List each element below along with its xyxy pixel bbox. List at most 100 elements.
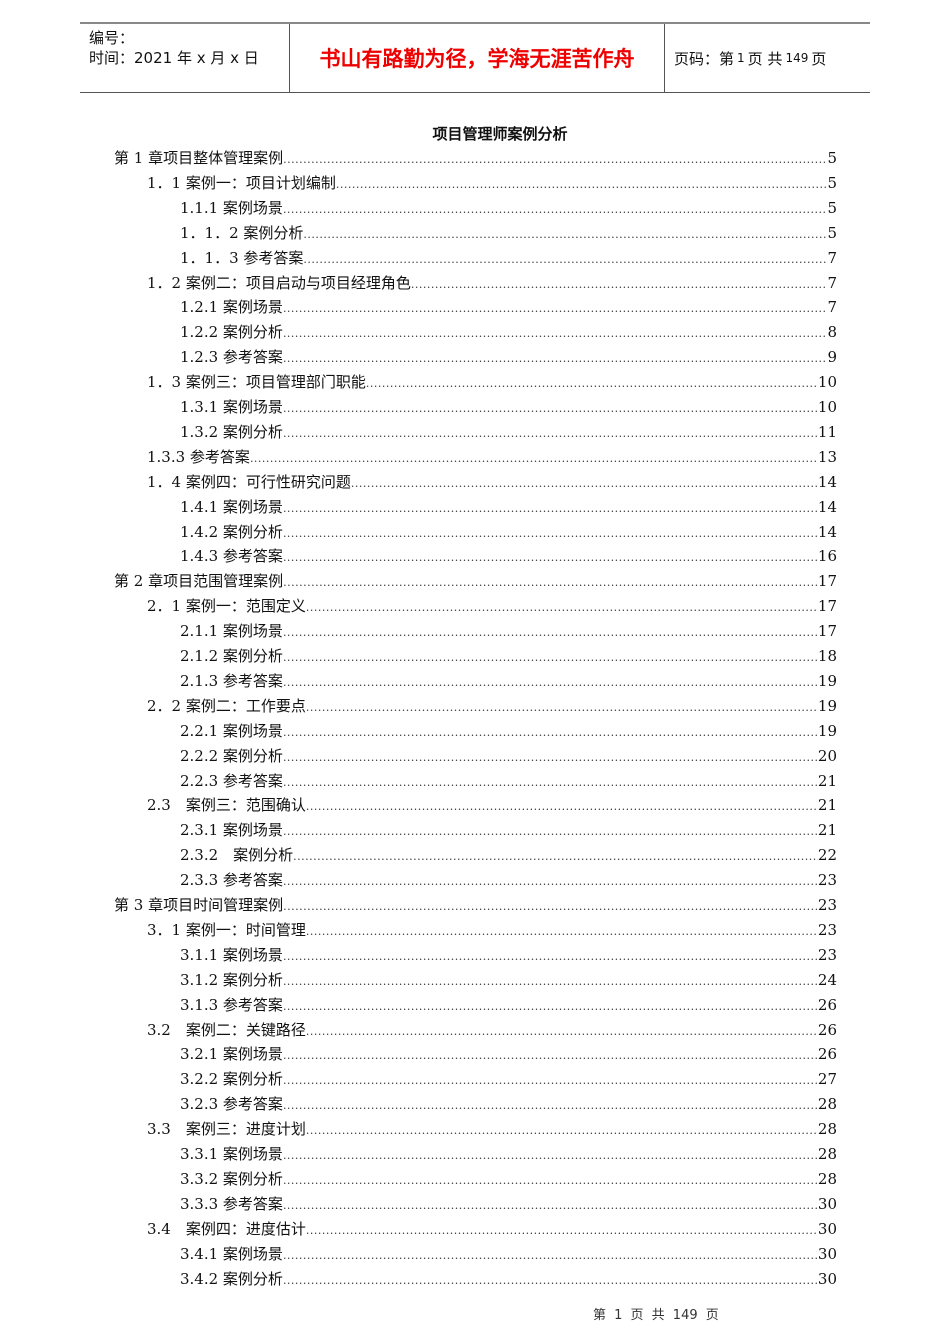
toc-entry-page: 22 — [817, 846, 837, 865]
dot-leader — [283, 1245, 818, 1267]
toc-entry-title: 第 3 章项目时间管理案例 — [114, 896, 284, 914]
dot-leader — [283, 523, 818, 545]
toc-entry[interactable]: 3.1.1 案例场景 23 — [180, 944, 837, 966]
toc-entry[interactable]: 1.4.3 参考答案 16 — [180, 545, 837, 567]
toc-entry[interactable]: 1.1.1 案例场景 5 — [180, 197, 837, 219]
toc-entry[interactable]: 3.2.3 参考答案 28 — [180, 1093, 837, 1115]
toc-entry[interactable]: 3.4 案例四：进度估计 30 — [147, 1218, 837, 1240]
toc-entry[interactable]: 1.2.3 参考答案 9 — [180, 346, 837, 368]
toc-entry[interactable]: 1.2.1 案例场景 7 — [180, 296, 837, 318]
toc-entry[interactable]: 2.3 案例三：范围确认 21 — [147, 794, 837, 816]
toc-entry[interactable]: 3.3.1 案例场景 28 — [180, 1143, 837, 1165]
toc-entry[interactable]: 2.3.1 案例场景 21 — [180, 819, 837, 841]
toc-entry[interactable]: 1.3.2 案例分析 11 — [180, 421, 837, 443]
toc-entry[interactable]: 1．1．2 案例分析 5 — [180, 222, 837, 244]
toc-entry-page: 18 — [817, 647, 837, 665]
page-total: 149 — [785, 51, 809, 65]
toc-entry[interactable]: 2.2.2 案例分析 20 — [180, 745, 837, 767]
toc-entry[interactable]: 2.2.3 参考答案 21 — [180, 770, 837, 792]
toc-entry-title: 3.3.3 参考答案 — [180, 1194, 283, 1213]
dot-leader — [283, 298, 828, 320]
toc-entry-page: 14 — [817, 522, 837, 541]
document-title: 项目管理师案例分析 — [432, 125, 568, 143]
toc-entry-title: 3.2.1 案例场景 — [180, 1045, 283, 1064]
toc-entry[interactable]: 3.1.3 参考答案 26 — [180, 994, 837, 1016]
toc-entry[interactable]: 1.4.2 案例分析 14 — [180, 521, 837, 543]
toc-entry[interactable]: 2.1.1 案例场景 17 — [180, 620, 837, 642]
toc-entry-title: 3.4.1 案例场景 — [180, 1244, 283, 1263]
toc-entry[interactable]: 2．2 案例二：工作要点 19 — [147, 695, 837, 717]
toc-entry[interactable]: 1．3 案例三：项目管理部门职能 10 — [147, 371, 837, 393]
toc-entry-title: 2.2.1 案例场景 — [180, 721, 283, 740]
toc-entry[interactable]: 1.2.2 案例分析 8 — [180, 321, 837, 343]
toc-entry-title: 2.2.3 参考答案 — [180, 771, 283, 790]
toc-entry[interactable]: 3.4.2 案例分析 30 — [180, 1268, 837, 1290]
toc-entry[interactable]: 2．1 案例一：范围定义 17 — [147, 595, 837, 617]
dot-leader — [283, 547, 818, 569]
toc-entry[interactable]: 3．1 案例一：时间管理 23 — [147, 919, 837, 941]
toc-entry[interactable]: 2.1.3 参考答案 19 — [180, 670, 837, 692]
toc-entry[interactable]: 1．1 案例一：项目计划编制 5 — [147, 172, 837, 194]
toc-entry-page: 13 — [817, 447, 837, 466]
toc-entry[interactable]: 1．1．3 参考答案 7 — [180, 247, 837, 269]
toc-entry[interactable]: 第 2 章项目范围管理案例 17 — [114, 570, 837, 592]
toc-entry[interactable]: 1．4 案例四：可行性研究问题 14 — [147, 471, 837, 493]
toc-entry[interactable]: 1.3.3 参考答案 13 — [147, 446, 837, 468]
toc-entry[interactable]: 2.1.2 案例分析 18 — [180, 645, 837, 667]
dot-leader — [283, 199, 828, 221]
toc-entry-title: 3.4.2 案例分析 — [180, 1269, 283, 1288]
toc-entry-page: 19 — [817, 671, 837, 690]
toc-entry-title: 3.2.2 案例分析 — [180, 1070, 283, 1089]
toc-entry-page: 14 — [817, 497, 837, 516]
toc-entry-title: 1.4.1 案例场景 — [180, 497, 283, 516]
toc-entry[interactable]: 3.2.2 案例分析 27 — [180, 1068, 837, 1090]
toc-entry[interactable]: 1.3.1 案例场景 10 — [180, 396, 837, 418]
toc-entry-title: 3.4 案例四：进度估计 — [147, 1219, 306, 1238]
header-motto: 书山有路勤为径，学海无涯苦作舟 — [289, 24, 665, 92]
page-prefix: 页码：第 — [674, 49, 735, 68]
toc-entry-title: 3.3.1 案例场景 — [180, 1145, 283, 1163]
dot-leader — [283, 647, 818, 669]
toc-entry-page: 21 — [817, 771, 837, 790]
toc-entry[interactable]: 3.4.1 案例场景 30 — [180, 1243, 837, 1265]
toc-entry-page: 5 — [827, 198, 837, 217]
dot-leader — [283, 722, 818, 744]
dot-leader — [283, 1070, 818, 1092]
page-current: 1 — [737, 51, 745, 65]
toc-entry-title: 2.3 案例三：范围确认 — [147, 796, 306, 815]
toc-entry-title: 2.1.1 案例场景 — [180, 622, 283, 641]
dot-leader — [283, 672, 818, 694]
toc-entry-page: 14 — [817, 472, 837, 491]
toc-entry-page: 30 — [817, 1219, 837, 1238]
toc-entry[interactable]: 2.2.1 案例场景 19 — [180, 720, 837, 742]
toc-entry-page: 30 — [817, 1269, 837, 1288]
toc-entry[interactable]: 第 3 章项目时间管理案例 23 — [114, 894, 837, 916]
dot-leader — [283, 1095, 818, 1117]
toc-entry[interactable]: 2.3.2 案例分析 22 — [180, 844, 837, 866]
dot-leader — [306, 1220, 818, 1242]
toc-entry[interactable]: 2.3.3 参考答案 23 — [180, 869, 837, 891]
toc-entry-page: 24 — [817, 970, 837, 989]
dot-leader — [306, 597, 818, 619]
toc-entry[interactable]: 3.1.2 案例分析 24 — [180, 969, 837, 991]
toc-entry[interactable]: 第 1 章项目整体管理案例 5 — [114, 147, 837, 169]
page-mid: 页 共 — [747, 49, 783, 68]
dot-leader — [306, 1021, 818, 1043]
toc-entry-title: 2．2 案例二：工作要点 — [147, 696, 306, 715]
toc-entry[interactable]: 3.3.2 案例分析 28 — [180, 1168, 837, 1190]
toc-entry-title: 2.3.1 案例场景 — [180, 821, 283, 840]
toc-entry-page: 5 — [827, 149, 837, 167]
toc-entry-title: 3.2.3 参考答案 — [180, 1095, 283, 1114]
toc-entry[interactable]: 1．2 案例二：项目启动与项目经理角色 7 — [147, 272, 837, 294]
toc-entry[interactable]: 3.3 案例三：进度计划 28 — [147, 1118, 837, 1140]
page-suffix: 页 — [811, 49, 827, 68]
toc-entry[interactable]: 3.2 案例二：关键路径 26 — [147, 1019, 837, 1041]
toc-entry[interactable]: 1.4.1 案例场景 14 — [180, 496, 837, 518]
toc-entry-page: 30 — [817, 1194, 837, 1213]
toc-entry-page: 30 — [817, 1244, 837, 1263]
dot-leader — [366, 373, 818, 395]
toc-entry-page: 21 — [817, 796, 837, 815]
toc-entry[interactable]: 3.3.3 参考答案 30 — [180, 1193, 837, 1215]
toc-entry[interactable]: 3.2.1 案例场景 26 — [180, 1043, 837, 1065]
dot-leader — [303, 249, 827, 271]
